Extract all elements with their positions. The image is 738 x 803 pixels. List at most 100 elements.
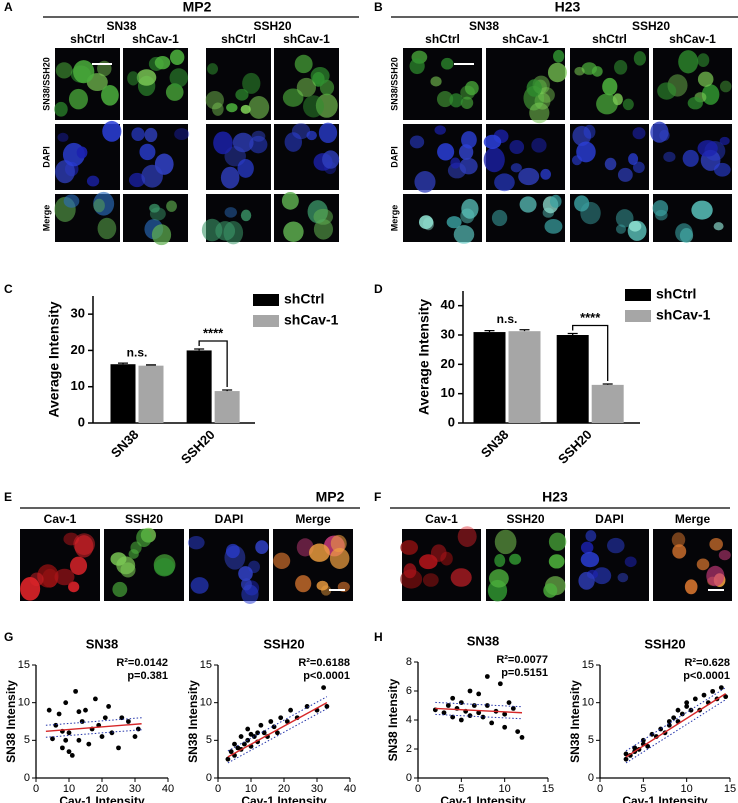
x-tick-label: SN38: [478, 427, 512, 461]
column-label: shCav-1: [132, 32, 179, 46]
cell: [518, 167, 540, 186]
cell: [494, 173, 515, 192]
cell: [510, 163, 522, 173]
x-tick-label: 10: [245, 783, 257, 795]
column-label: Cav-1: [425, 512, 458, 526]
panel-title: H23: [555, 0, 581, 15]
micrograph: [205, 48, 271, 120]
cell: [130, 541, 142, 554]
point: [304, 704, 310, 709]
cell: [585, 530, 597, 542]
cell: [655, 209, 668, 221]
cell: [409, 58, 425, 75]
cell: [672, 544, 687, 559]
column-label: shCav-1: [669, 32, 716, 46]
point: [63, 700, 69, 706]
y-tick-label: 20: [71, 342, 85, 357]
point: [66, 749, 72, 755]
cell: [235, 88, 249, 101]
column-label: DAPI: [595, 512, 624, 526]
cell: [131, 127, 145, 142]
cell: [316, 580, 329, 591]
micrograph: [123, 48, 189, 120]
column-label: Cav-1: [44, 512, 77, 526]
cell: [55, 62, 73, 79]
cell: [330, 534, 347, 553]
point: [484, 703, 490, 708]
point: [645, 743, 651, 749]
y-tick-label: 15: [18, 659, 30, 671]
point: [688, 707, 694, 713]
annotation: ****: [203, 325, 224, 340]
micrograph: [570, 124, 649, 190]
point: [324, 704, 330, 709]
cell: [706, 565, 725, 587]
micrograph: [650, 121, 732, 190]
x-tick-label: 40: [344, 783, 356, 795]
cell: [238, 566, 253, 582]
cell: [93, 198, 105, 213]
y-tick-label: 2: [406, 743, 412, 755]
point: [53, 722, 59, 728]
x-tick-label: 0: [215, 783, 221, 795]
micrograph: [206, 124, 271, 190]
cell: [632, 127, 646, 140]
bar: [138, 365, 164, 423]
cell: [403, 563, 417, 579]
y-tick-label: 10: [71, 378, 85, 393]
cell: [461, 131, 477, 149]
annotation: p<0.0001: [683, 670, 730, 682]
point: [76, 737, 82, 743]
cell: [671, 532, 686, 548]
point: [692, 696, 698, 702]
cell: [136, 528, 152, 548]
cell: [602, 77, 618, 96]
bar: [591, 384, 624, 423]
point: [50, 736, 55, 742]
y-axis-label: SN38 Intensity: [568, 680, 582, 763]
point: [284, 719, 290, 724]
cell: [101, 84, 119, 106]
point: [321, 685, 326, 690]
point: [623, 751, 629, 757]
micrograph: [486, 194, 565, 242]
column-label: shCtrl: [70, 32, 105, 46]
point: [102, 715, 108, 721]
cell: [54, 101, 68, 117]
column-label: Merge: [675, 512, 711, 526]
confidence-band: [227, 696, 328, 752]
y-tick-label: 20: [441, 356, 455, 371]
cell: [713, 222, 724, 231]
point: [623, 756, 629, 762]
micrograph-bg: [486, 48, 565, 120]
point: [458, 700, 464, 705]
cell: [322, 150, 340, 169]
cell: [544, 218, 563, 234]
cell: [20, 577, 41, 601]
legend-swatch: [625, 289, 651, 301]
cell: [102, 120, 122, 142]
cell: [675, 223, 693, 243]
x-tick-label: 0: [33, 783, 39, 795]
cell: [549, 194, 562, 208]
cell: [69, 556, 88, 575]
fit-line: [227, 702, 328, 758]
cell: [313, 218, 334, 240]
point: [79, 719, 85, 724]
x-tick-label: 15: [542, 783, 554, 795]
legend-swatch: [625, 310, 651, 322]
cell: [494, 529, 517, 555]
cell: [409, 135, 425, 149]
micrograph: [54, 191, 120, 242]
micrograph: [123, 124, 190, 190]
cell: [165, 83, 184, 101]
annotation: R²=0.0142: [116, 657, 168, 669]
point: [238, 734, 244, 739]
point: [701, 692, 707, 698]
point: [261, 730, 267, 736]
x-tick-label: SSH20: [555, 427, 595, 467]
cell: [450, 157, 461, 169]
cell: [68, 581, 80, 593]
cell: [576, 141, 596, 163]
